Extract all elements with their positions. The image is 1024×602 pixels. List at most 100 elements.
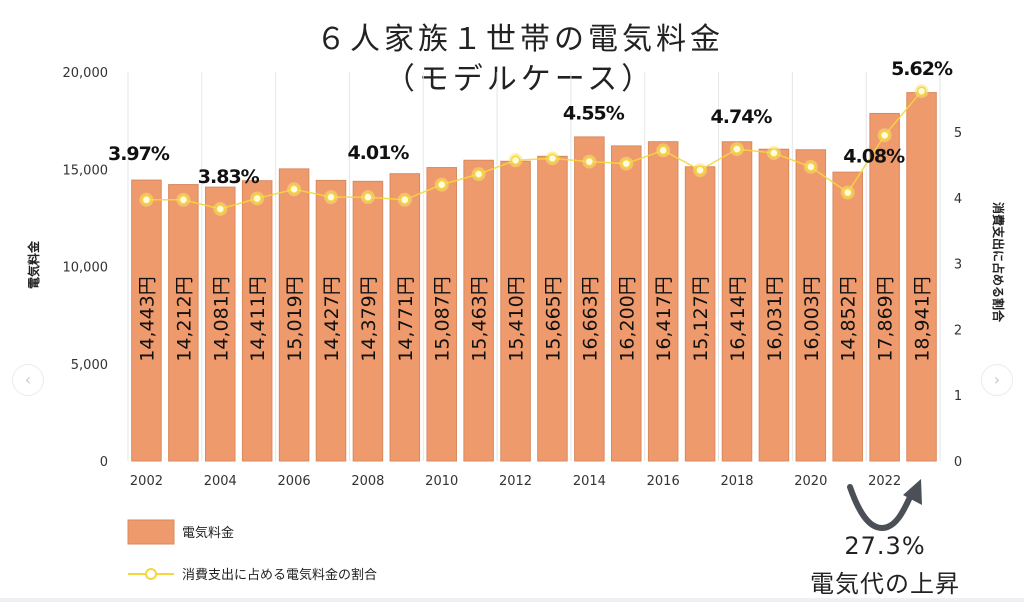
- y-tick-label: 0: [100, 455, 108, 470]
- point-annotation: 4.01%: [347, 142, 409, 164]
- bar-value-label: 15,463円: [469, 276, 491, 361]
- grid-lines: [127, 72, 941, 461]
- ratio-point: [363, 192, 373, 202]
- annotation-text: 電気代の上昇: [810, 570, 960, 598]
- bar-value-label: 16,031円: [764, 276, 786, 361]
- bar-value-label: 17,869円: [875, 276, 897, 361]
- bar-value-label: 14,081円: [210, 276, 232, 361]
- ratio-line: [146, 90, 923, 210]
- x-tick-label: 2012: [499, 474, 532, 489]
- ratio-point: [289, 184, 299, 194]
- ratio-point: [879, 130, 890, 141]
- x-tick-label: 2002: [130, 474, 163, 489]
- bar-value-label: 14,212円: [173, 276, 195, 361]
- ratio-point: [584, 156, 595, 167]
- bar-value-label: 14,771円: [395, 276, 417, 361]
- rise-arrow-curve: [847, 484, 913, 532]
- bottom-strip: [0, 598, 1024, 602]
- ratio-point: [621, 158, 632, 169]
- point-annotation: 3.83%: [198, 166, 260, 188]
- legend-line-marker: [145, 568, 157, 580]
- bar-value-label: 14,379円: [358, 276, 380, 361]
- ratio-point: [769, 148, 779, 158]
- bar-value-label: 16,414円: [727, 276, 749, 361]
- bar: [647, 141, 679, 462]
- ratio-point: [916, 86, 927, 96]
- ratio-point: [473, 169, 484, 179]
- prev-button[interactable]: ‹: [12, 364, 44, 396]
- x-tick-label: 2004: [204, 474, 237, 489]
- bar: [315, 179, 347, 462]
- y-tick-label: 20,000: [63, 66, 109, 81]
- y2-tick-label: 5: [954, 126, 962, 141]
- bar-value-label: 15,665円: [542, 276, 564, 361]
- ratio-point: [510, 155, 521, 166]
- y2-axis-title: 消費支出に占める割合: [991, 202, 1006, 323]
- ratio-point: [658, 145, 668, 156]
- point-annotation: 4.08%: [843, 146, 905, 168]
- ratio-point: [547, 153, 558, 164]
- x-tick-label: 2018: [720, 474, 753, 489]
- bar-value-label: 15,410円: [506, 276, 528, 361]
- bar: [131, 179, 162, 462]
- bar: [906, 92, 937, 462]
- ratio-point: [400, 195, 410, 205]
- annotation-value: 27.3%: [844, 532, 926, 560]
- bar: [795, 149, 827, 462]
- ratio-point: [806, 162, 816, 172]
- rise-arrow-head: [903, 479, 922, 505]
- bar-value-label: 16,417円: [653, 276, 675, 361]
- bar-value-label: 16,003円: [801, 276, 823, 361]
- ratio-point: [141, 195, 152, 205]
- bar-value-label: 16,200円: [616, 276, 638, 361]
- ratio-point: [326, 192, 336, 202]
- bar: [168, 184, 199, 462]
- bar-value-label: 18,941円: [912, 276, 934, 361]
- y-tick-label: 10,000: [63, 261, 109, 276]
- bar: [205, 186, 236, 462]
- ratio-point: [436, 179, 447, 190]
- x-tick-label: 2022: [868, 474, 901, 489]
- bar: [241, 180, 273, 462]
- x-tick-label: 2010: [425, 474, 458, 489]
- bar-value-label: 15,087円: [432, 276, 454, 361]
- bar: [758, 148, 790, 462]
- next-button[interactable]: ›: [981, 364, 1013, 396]
- bar: [352, 180, 384, 462]
- bar: [611, 145, 642, 462]
- y2-tick-label: 4: [954, 192, 962, 207]
- bar: [463, 159, 494, 462]
- bar: [389, 173, 421, 462]
- chart-title: ６人家族１世帯の電気料金: [316, 22, 724, 57]
- chevron-left-icon: ‹: [24, 370, 32, 389]
- bar-value-label: 14,411円: [247, 276, 269, 361]
- point-annotation: 3.97%: [108, 143, 170, 165]
- bar-value-label: 15,019円: [284, 276, 306, 361]
- chevron-right-icon: ›: [993, 370, 1001, 389]
- y-axis-title: 電気料金: [26, 240, 41, 289]
- point-annotation: 4.55%: [563, 103, 625, 125]
- ratio-point: [178, 195, 189, 205]
- legend-bar-swatch: [127, 519, 175, 545]
- ratio-point: [695, 165, 705, 175]
- legend-line-label: 消費支出に占める電気料金の割合: [182, 567, 377, 583]
- y-tick-label: 15,000: [63, 163, 109, 178]
- x-tick-label: 2008: [351, 474, 384, 489]
- bar-value-label: 16,663円: [579, 276, 601, 361]
- bar-value-label: 15,127円: [690, 276, 712, 361]
- bar: [832, 171, 863, 462]
- ratio-point: [842, 187, 853, 198]
- bar: [278, 168, 310, 462]
- x-tick-label: 2020: [794, 474, 827, 489]
- bar: [721, 141, 753, 462]
- x-tick-label: 2006: [278, 474, 311, 489]
- bar: [426, 167, 457, 462]
- ratio-point: [732, 144, 742, 154]
- y2-tick-label: 0: [954, 455, 962, 470]
- bar: [869, 112, 900, 462]
- bar: [500, 160, 531, 462]
- point-annotation: 5.62%: [891, 58, 953, 80]
- bar-value-label: 14,443円: [136, 276, 158, 361]
- y2-tick-label: 3: [954, 258, 962, 273]
